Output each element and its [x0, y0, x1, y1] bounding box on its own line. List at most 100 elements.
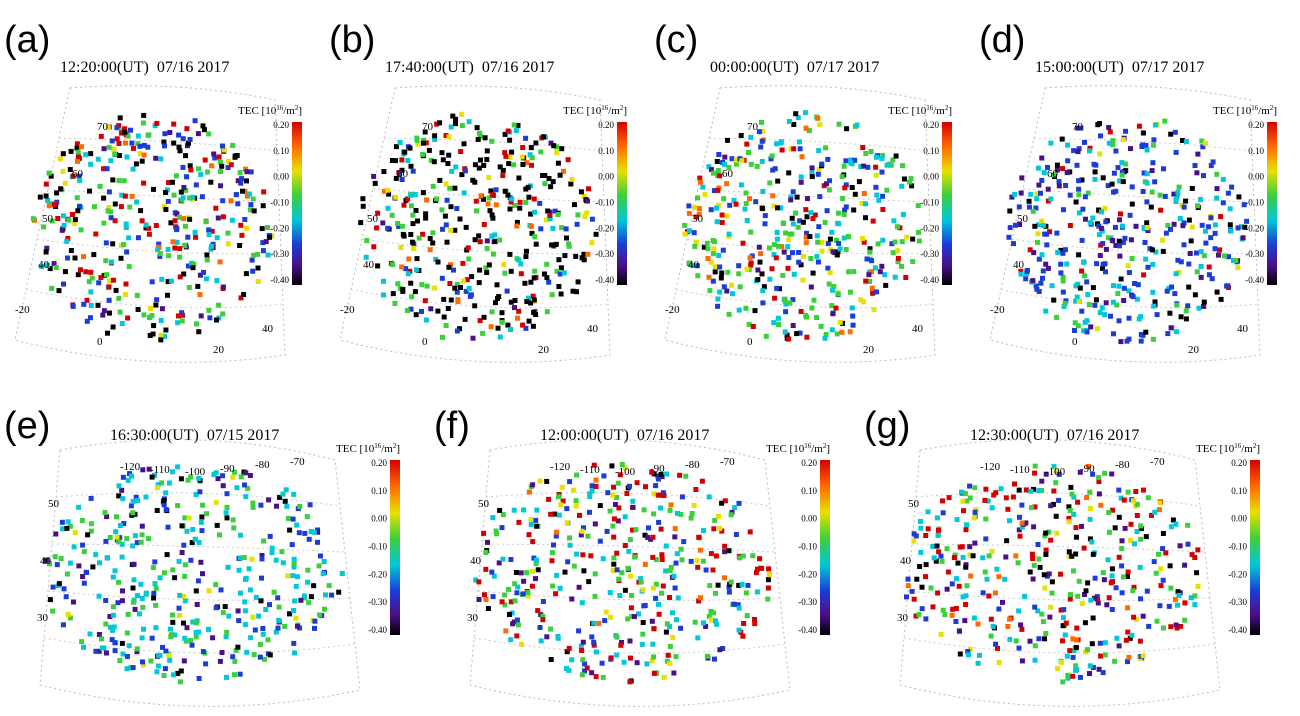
tec-dot — [815, 239, 821, 245]
tec-dot — [39, 264, 44, 269]
tec-dot — [889, 241, 895, 247]
tec-dot — [500, 173, 506, 179]
tec-dot — [971, 515, 977, 521]
tec-dot — [757, 556, 763, 562]
tec-dot — [1049, 283, 1055, 289]
tec-dot — [1054, 314, 1060, 320]
tec-dot — [1016, 645, 1022, 651]
tec-dot — [743, 201, 749, 206]
tec-dot — [214, 317, 219, 323]
grid-line — [47, 590, 351, 601]
tec-dot — [715, 582, 721, 588]
tec-dot — [260, 631, 266, 637]
tec-dot — [196, 166, 202, 172]
tec-dot — [788, 194, 794, 200]
tec-dot — [1103, 219, 1109, 225]
tec-dot — [708, 617, 714, 623]
tec-dot — [733, 532, 739, 537]
map-label: 70 — [422, 121, 434, 133]
colorbar — [390, 460, 400, 635]
tec-dot — [137, 143, 143, 149]
tec-dot — [1115, 165, 1121, 171]
tec-dot — [397, 285, 403, 291]
tec-dot — [400, 288, 406, 294]
tec-dot — [119, 640, 125, 646]
tec-dot — [1007, 225, 1013, 231]
tec-dot — [1112, 658, 1118, 664]
tec-dot — [124, 154, 130, 160]
tec-dot — [1065, 142, 1070, 148]
tec-dot — [74, 145, 80, 151]
tec-dot — [1085, 292, 1091, 298]
tec-dot — [131, 145, 136, 151]
tec-dot — [1081, 259, 1087, 265]
tec-dot — [138, 208, 144, 214]
tec-dot — [646, 525, 651, 531]
tec-dot — [837, 246, 843, 252]
tec-dot — [1019, 520, 1025, 526]
tec-dot — [443, 133, 449, 138]
tec-dot — [1208, 235, 1214, 241]
tec-dot — [753, 199, 759, 205]
tec-dot — [566, 243, 572, 249]
tec-dot — [733, 201, 739, 207]
tec-dot — [242, 608, 248, 614]
tec-dot — [199, 528, 205, 534]
tec-dot — [839, 174, 845, 180]
tec-dot — [1110, 507, 1115, 513]
tec-dot — [1126, 315, 1132, 321]
tec-dot — [592, 571, 598, 577]
tec-dot — [554, 268, 560, 274]
tec-dot — [167, 130, 173, 135]
tec-dot — [858, 164, 864, 170]
tec-dot — [567, 542, 573, 548]
colorbar — [1267, 122, 1277, 285]
tec-dot — [497, 164, 503, 170]
tec-dot — [123, 140, 128, 146]
tec-dot — [659, 552, 665, 558]
tec-dot — [1051, 172, 1057, 178]
panel-time: 17:40:00(UT) 07/16 2017 — [385, 59, 554, 76]
map-label: -120 — [120, 461, 141, 473]
colorbar-title-part: 2 — [823, 442, 827, 450]
tec-dot — [258, 502, 264, 508]
tec-dot — [747, 196, 752, 202]
tec-dot — [161, 498, 167, 504]
tec-dot — [1200, 144, 1206, 150]
tec-dot — [486, 195, 492, 201]
tec-dot — [207, 315, 213, 321]
colorbar-title: TEC [1016/m2] — [888, 104, 952, 117]
tec-dot — [110, 177, 116, 183]
tec-dot — [1175, 257, 1181, 263]
tec-dot — [130, 499, 136, 504]
tec-dot — [1178, 259, 1184, 265]
tec-dot — [1073, 551, 1079, 557]
tec-dot — [586, 579, 592, 585]
tec-dot — [919, 606, 925, 612]
tec-dot — [665, 652, 671, 658]
tec-dot — [1138, 536, 1144, 542]
tec-dot — [860, 145, 866, 150]
tec-dot — [1152, 122, 1158, 128]
tec-dot — [1198, 264, 1204, 269]
tec-dot — [778, 139, 784, 145]
tec-dot — [714, 621, 720, 627]
tec-dot — [996, 606, 1002, 612]
tec-dot — [283, 487, 289, 493]
tec-dot — [553, 533, 559, 539]
tec-dot — [469, 274, 475, 280]
tec-dot — [315, 529, 321, 535]
tec-dot — [1173, 149, 1179, 155]
tec-dot — [476, 579, 482, 585]
tec-dot — [198, 559, 204, 565]
tec-dot — [428, 306, 434, 312]
tec-dot — [1130, 294, 1136, 300]
tec-dot — [1162, 118, 1168, 124]
tec-dot — [622, 465, 628, 471]
tec-dot — [209, 163, 215, 169]
tec-dot — [439, 207, 445, 213]
tec-dot — [1140, 142, 1146, 148]
tec-dot — [360, 203, 366, 209]
tec-dot — [1086, 463, 1091, 469]
tec-dot — [603, 609, 609, 615]
